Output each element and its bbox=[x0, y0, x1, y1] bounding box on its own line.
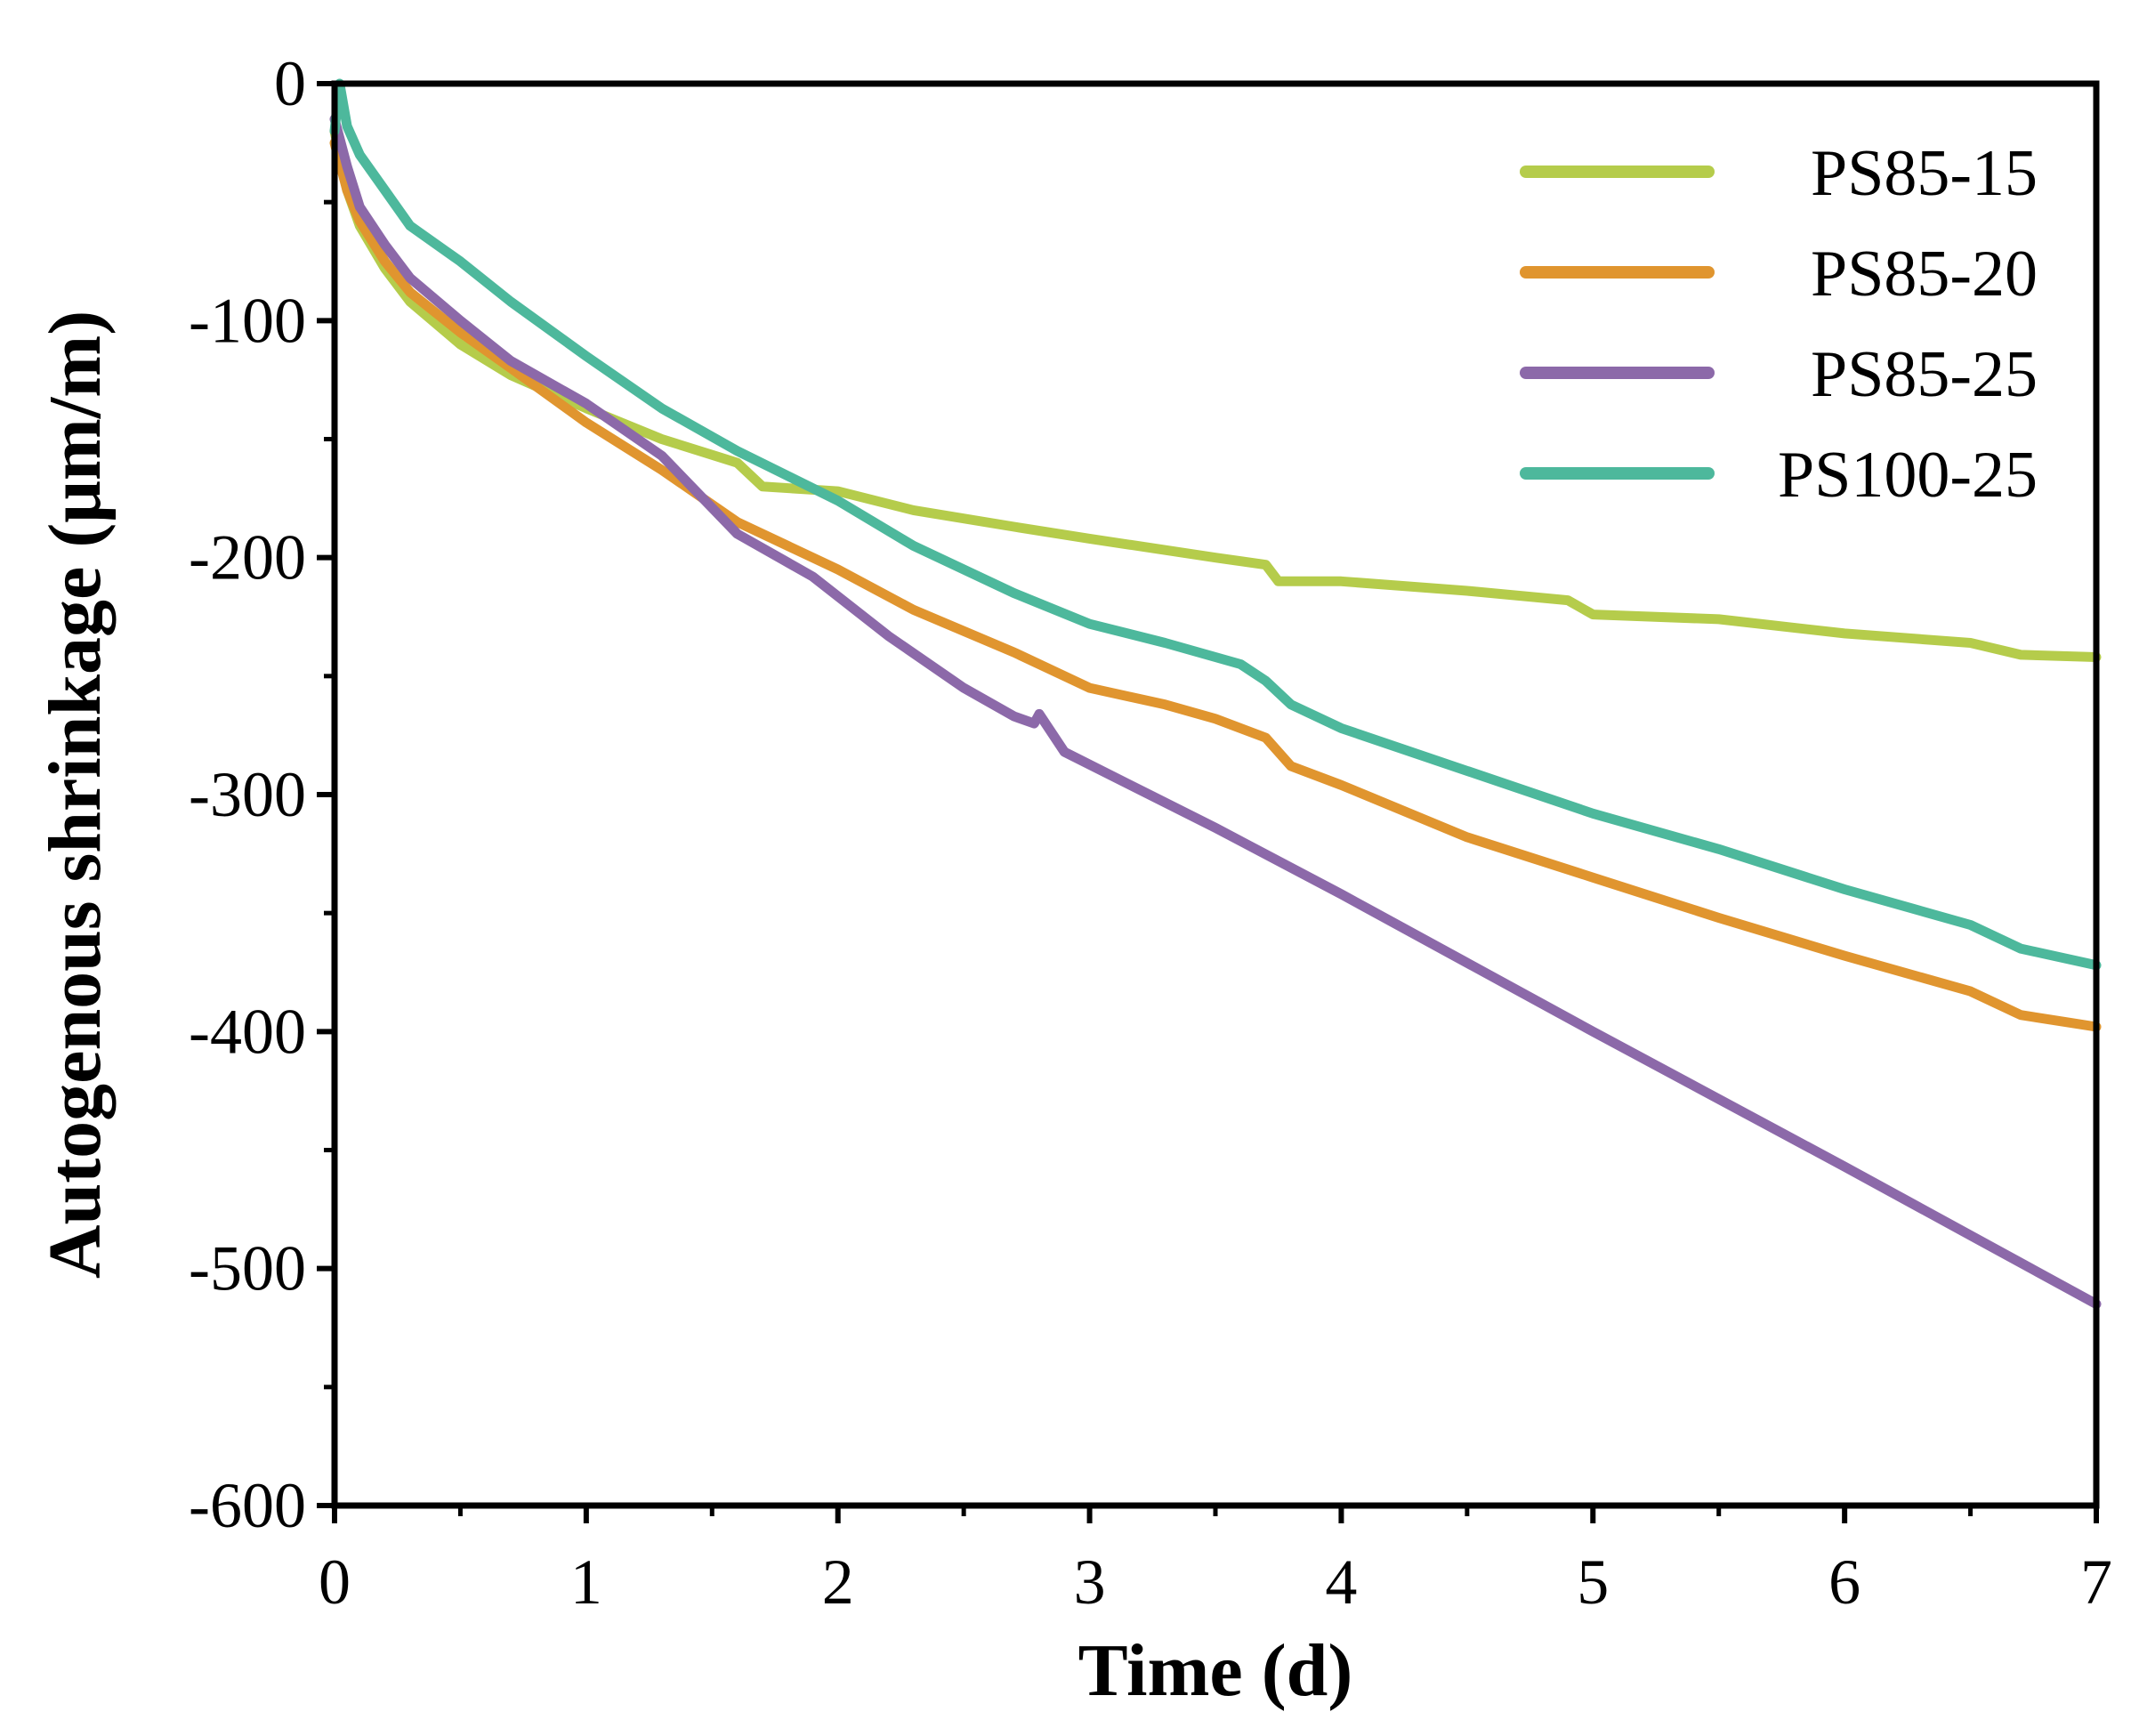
x-tick-label: 2 bbox=[822, 1546, 854, 1618]
x-axis-title: Time (d) bbox=[1078, 1629, 1353, 1712]
x-tick-label: 5 bbox=[1577, 1546, 1609, 1618]
x-tick-label: 4 bbox=[1325, 1546, 1357, 1618]
y-tick-label: -300 bbox=[189, 759, 306, 830]
series-line-ps100-25 bbox=[329, 78, 2102, 971]
plot-series bbox=[329, 78, 2102, 1310]
series-line-ps85-20 bbox=[329, 138, 2102, 1032]
x-axis: 0 1 2 3 4 5 6 7 bbox=[319, 1506, 2112, 1618]
y-axis: 0 -100 -200 -300 -400 -500 -600 bbox=[189, 48, 335, 1541]
x-tick-label: 0 bbox=[319, 1546, 351, 1618]
x-tick-label: 7 bbox=[2080, 1546, 2112, 1618]
legend-label-ps85-15: PS85-15 bbox=[1811, 137, 2038, 210]
x-tick-label: 1 bbox=[570, 1546, 602, 1618]
x-tick-label: 6 bbox=[1828, 1546, 1861, 1618]
y-tick-label: -500 bbox=[189, 1233, 306, 1304]
y-tick-label: -100 bbox=[189, 285, 306, 356]
y-tick-label: -600 bbox=[189, 1470, 306, 1541]
x-tick-label: 3 bbox=[1074, 1546, 1106, 1618]
legend-label-ps85-20: PS85-20 bbox=[1811, 238, 2038, 311]
y-axis-title: Autogenous shrinkage (μm/m) bbox=[34, 311, 117, 1279]
legend: PS85-15 PS85-20 PS85-25 PS100-25 bbox=[1520, 137, 2038, 512]
series-line-ps85-25 bbox=[329, 114, 2102, 1310]
series-line-ps85-15 bbox=[329, 125, 2102, 662]
y-tick-label: -400 bbox=[189, 996, 306, 1067]
y-tick-label: -200 bbox=[189, 522, 306, 593]
legend-label-ps100-25: PS100-25 bbox=[1778, 439, 2038, 512]
y-tick-label: 0 bbox=[274, 48, 306, 119]
legend-label-ps85-25: PS85-25 bbox=[1811, 338, 2038, 411]
